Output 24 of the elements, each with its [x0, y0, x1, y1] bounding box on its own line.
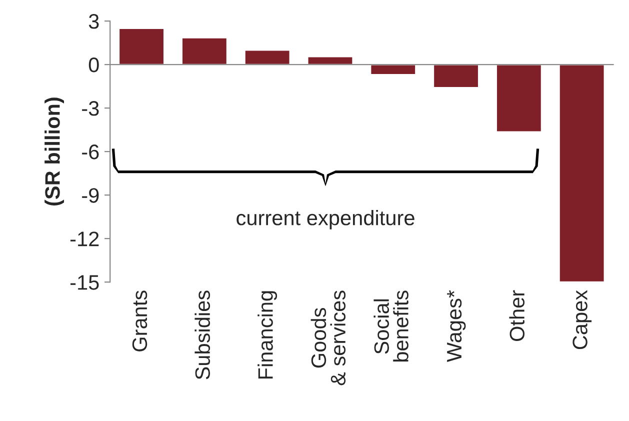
- y-tick-label: 3: [88, 14, 99, 29]
- bar: [118, 28, 165, 66]
- y-axis-title: (SR billion): [44, 98, 64, 206]
- bar: [181, 37, 228, 66]
- bar: [496, 64, 542, 133]
- bar: [558, 64, 606, 282]
- y-tick-label: -12: [70, 232, 99, 246]
- y-tick-label: -6: [82, 144, 99, 160]
- x-tick-label: Goods & services: [310, 290, 346, 386]
- y-tick-label: -9: [82, 188, 99, 203]
- y-tick-label: -3: [82, 101, 99, 116]
- x-tick-label: Financing: [258, 291, 278, 379]
- y-tick-label: 0: [88, 58, 99, 72]
- bar: [432, 64, 480, 88]
- y-tick-label: -15: [70, 275, 99, 290]
- x-tick-label: Social benefits: [374, 290, 408, 362]
- x-tick-label: Grants: [132, 290, 148, 352]
- bar: [244, 49, 291, 66]
- x-tick-label: Subsidies: [194, 290, 210, 380]
- bar: [370, 64, 416, 76]
- x-tick-label: Capex: [572, 290, 592, 350]
- annotation: current expenditure: [236, 210, 414, 230]
- x-tick-label: Wages*: [447, 290, 466, 362]
- x-tick-label: Other: [509, 290, 525, 342]
